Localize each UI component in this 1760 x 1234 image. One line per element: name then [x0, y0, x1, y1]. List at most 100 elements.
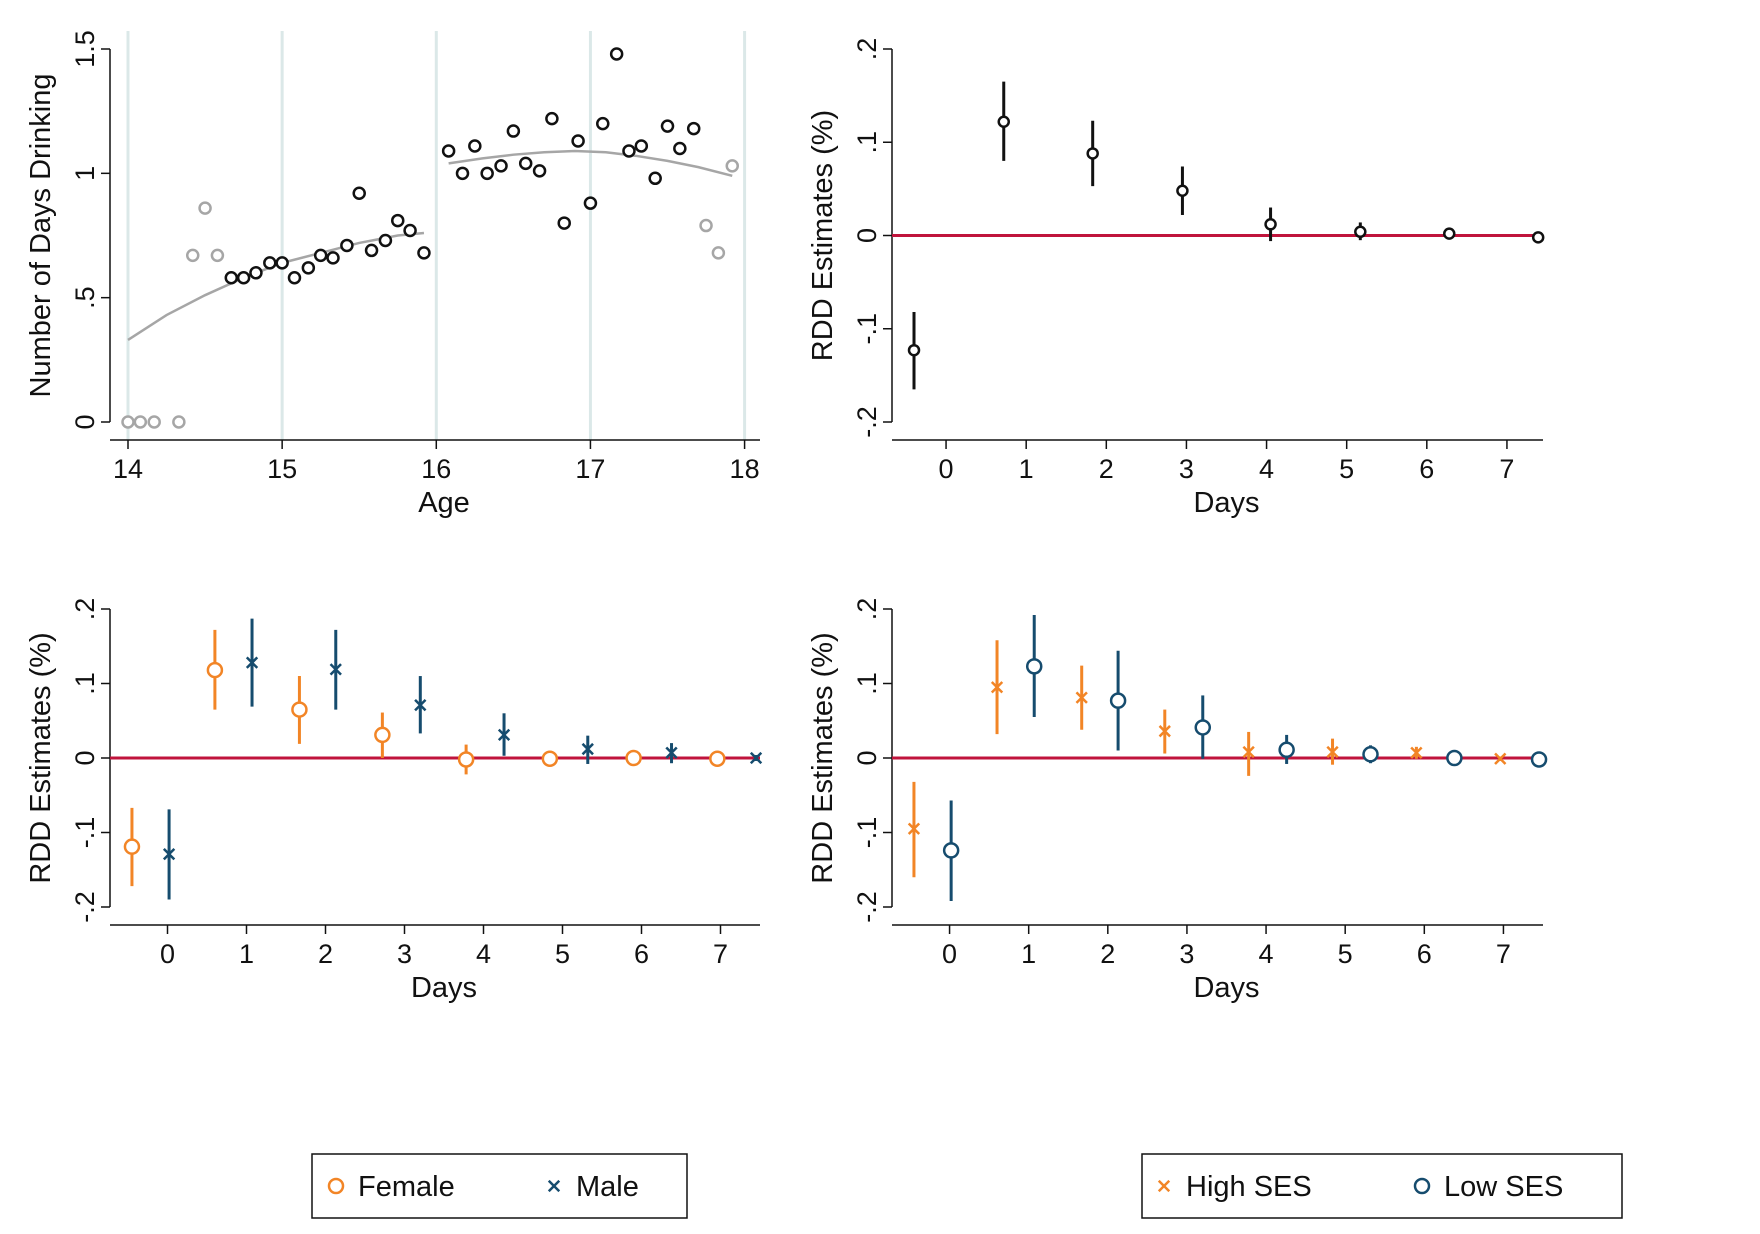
data-point [313, 248, 328, 263]
legend-box [311, 1153, 688, 1219]
data-point [326, 251, 340, 265]
x-marker-stroke [414, 698, 427, 712]
data-point [185, 248, 200, 263]
panel-rdd-estimates-overall: -.2 -.1 0 .1 .2 0 1 2 3 4 5 6 7 Days RDD Estimates (%) [807, 38, 1545, 519]
data-point [172, 415, 186, 429]
data-point [162, 847, 176, 861]
data-point [301, 261, 316, 275]
y-tick-label: .1 [70, 672, 100, 695]
legend-marker [547, 1179, 561, 1193]
x-axis-title: Days [411, 972, 477, 1004]
quadratic-fit-line [127, 231, 425, 341]
data-point [457, 751, 475, 768]
data-point [942, 842, 960, 859]
data-point [518, 156, 533, 171]
data-point [1326, 745, 1339, 759]
data-point [414, 698, 427, 712]
data-point [497, 728, 511, 742]
data-point [480, 166, 494, 181]
data-point [545, 111, 559, 126]
legend-marker [327, 1177, 345, 1195]
legend-label: Female [358, 1171, 455, 1203]
data-point [625, 749, 642, 767]
y-tick-label: .2 [852, 598, 882, 621]
x-tick-label: 17 [575, 454, 605, 484]
data-point [403, 223, 417, 238]
y-axis-title: RDD Estimates (%) [807, 632, 839, 883]
x-marker-stroke [581, 742, 594, 756]
data-point [417, 246, 431, 260]
x-marker-stroke [162, 847, 176, 861]
y-tick-label: -.1 [852, 313, 882, 345]
data-point [364, 243, 379, 258]
data-point [1443, 227, 1456, 240]
data-point [147, 415, 161, 429]
data-point [997, 115, 1010, 128]
data-point [541, 750, 559, 767]
data-point [648, 171, 662, 186]
legend-label: Male [576, 1171, 639, 1203]
data-point [329, 663, 342, 676]
data-point [532, 164, 547, 178]
data-point [1264, 218, 1277, 231]
x-tick-label: 0 [939, 454, 954, 484]
x-tick-label: 6 [634, 939, 649, 969]
data-point [609, 47, 624, 61]
y-tick-label: 0 [70, 414, 100, 429]
data-point [1410, 746, 1423, 759]
panel-age-days-drinking: 0 .5 1 1.5 14 15 16 17 18 Age Number of Days Drink… [25, 30, 760, 519]
data-point [583, 196, 598, 210]
x-tick-label: 4 [1259, 454, 1274, 484]
x-marker-stroke [749, 751, 763, 765]
x-marker-stroke [1158, 725, 1171, 738]
data-point [699, 218, 713, 233]
x-marker-stroke [497, 728, 511, 742]
x-axis-title: Age [418, 487, 470, 519]
y-axis-title: Number of Days Drinking [25, 74, 57, 398]
data-point [1158, 725, 1171, 738]
x-tick-label: 6 [1419, 454, 1434, 484]
data-point [287, 271, 302, 285]
data-point [1086, 147, 1099, 160]
data-point [291, 701, 308, 718]
x-tick-label: 14 [113, 454, 143, 484]
y-tick-label: .2 [852, 38, 882, 61]
x-marker-stroke [1075, 691, 1088, 704]
y-tick-label: -.2 [852, 406, 882, 438]
legend-label: Low SES [1444, 1171, 1563, 1203]
y-tick-label: 0 [852, 228, 882, 243]
y-tick-label: -.2 [70, 891, 100, 923]
data-point [665, 746, 678, 759]
y-axis-title: RDD Estimates (%) [807, 110, 839, 361]
x-marker-stroke [1326, 745, 1339, 759]
data-point [725, 159, 740, 173]
x-marker-stroke [1410, 746, 1423, 759]
data-point [1025, 658, 1043, 675]
data-point [121, 415, 135, 429]
data-point [224, 271, 239, 285]
data-point [673, 141, 687, 156]
data-point [1194, 719, 1212, 736]
x-marker-stroke [329, 663, 342, 676]
data-point [441, 144, 456, 158]
x-marker-stroke [1242, 745, 1255, 759]
data-point [1362, 746, 1379, 763]
x-tick-label: 16 [421, 454, 451, 484]
x-tick-label: 2 [1099, 454, 1114, 484]
legend-box [1141, 1153, 1623, 1219]
data-point [236, 271, 251, 285]
data-point [581, 742, 594, 756]
x-tick-label: 5 [1339, 454, 1354, 484]
data-point [557, 216, 571, 230]
x-tick-label: 18 [730, 454, 760, 484]
y-tick-label: 1 [70, 166, 100, 181]
data-point [596, 116, 610, 131]
quadratic-fit-line [448, 149, 733, 178]
data-point [198, 201, 212, 215]
data-point [1176, 184, 1189, 197]
data-point [1354, 225, 1367, 239]
data-point [1278, 741, 1295, 759]
data-point [990, 681, 1004, 694]
data-point [378, 233, 393, 248]
